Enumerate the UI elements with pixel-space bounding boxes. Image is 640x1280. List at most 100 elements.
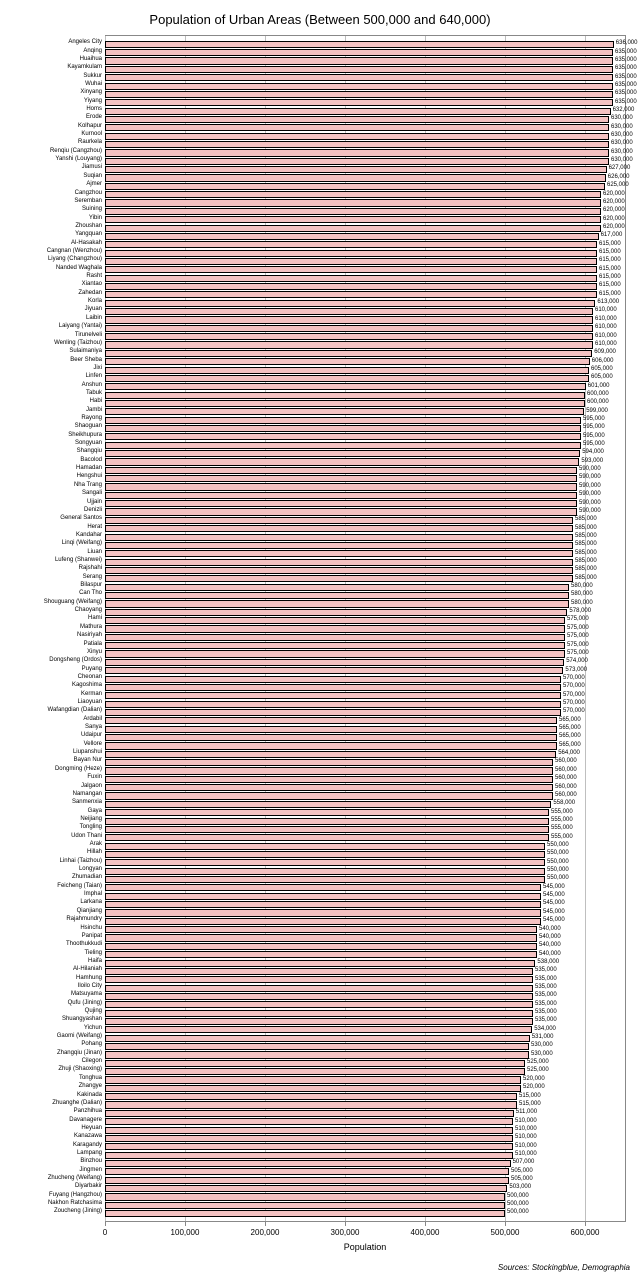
y-axis-label: Tabuk xyxy=(86,390,102,398)
y-axis-label: Suining xyxy=(82,206,102,214)
y-axis-label: Erode xyxy=(86,114,102,122)
y-axis-label: Feicheng (Taian) xyxy=(57,883,102,891)
bar-value-label: 609,000 xyxy=(594,349,616,357)
y-axis-label: Zahedan xyxy=(78,290,102,298)
x-tick-label: 400,000 xyxy=(411,1228,440,1237)
bar xyxy=(105,1160,511,1167)
sources-label: Sources: Stockingblue, Demographia xyxy=(498,1263,630,1272)
y-axis-label: Zhuanghe (Dalian) xyxy=(52,1100,102,1108)
bar-value-label: 594,000 xyxy=(582,449,604,457)
y-axis-label: Kolhapur xyxy=(78,123,102,131)
bar-value-label: 505,000 xyxy=(511,1176,533,1184)
bar xyxy=(105,250,597,257)
y-axis-label: Dongming (Heze) xyxy=(55,766,102,774)
bar-value-label: 615,000 xyxy=(599,257,621,265)
bar xyxy=(105,216,601,223)
bar-value-label: 635,000 xyxy=(615,90,637,98)
y-axis-label: Ardabil xyxy=(83,716,102,724)
y-axis-label: Sanya xyxy=(85,724,102,732)
bar xyxy=(105,1135,513,1142)
y-axis-label: Linqi (Weifang) xyxy=(62,540,102,548)
bar xyxy=(105,859,545,866)
y-axis-label: Larkana xyxy=(80,899,102,907)
y-axis-label: Zhumadian xyxy=(72,874,102,882)
y-axis-label: Lampang xyxy=(77,1150,102,1158)
y-axis-label: Iloilo City xyxy=(78,983,102,991)
y-axis-label: Anshun xyxy=(82,382,102,390)
bar xyxy=(105,592,569,599)
bar xyxy=(105,1043,529,1050)
bar-value-label: 550,000 xyxy=(547,859,569,867)
y-axis-label: Zhangye xyxy=(79,1083,102,1091)
bar-value-label: 620,000 xyxy=(603,224,625,232)
y-axis-label: Rayong xyxy=(81,415,102,423)
y-axis-label: Shuangyashan xyxy=(62,1016,102,1024)
y-axis-label: Kanazawa xyxy=(74,1133,102,1141)
y-axis-label: Qujing xyxy=(85,1008,102,1016)
bar-value-label: 630,000 xyxy=(611,140,633,148)
bar-value-label: 590,000 xyxy=(579,474,601,482)
bar xyxy=(105,968,533,975)
bar-value-label: 570,000 xyxy=(563,700,585,708)
y-axis-label: Lufeng (Shanwei) xyxy=(55,557,102,565)
bar xyxy=(105,483,577,490)
bar-value-label: 500,000 xyxy=(507,1201,529,1209)
bar xyxy=(105,325,593,332)
bar-value-label: 540,000 xyxy=(539,934,561,942)
bar-value-label: 625,000 xyxy=(607,182,629,190)
y-axis-label: Bacolod xyxy=(80,457,102,465)
y-axis-label: Hengshui xyxy=(77,473,102,481)
y-axis-label: Jixi xyxy=(93,365,102,373)
x-tick-label: 100,000 xyxy=(171,1228,200,1237)
bar-value-label: 545,000 xyxy=(543,892,565,900)
bar xyxy=(105,316,593,323)
bar-value-label: 610,000 xyxy=(595,316,617,324)
bar xyxy=(105,417,581,424)
bar xyxy=(105,1177,509,1184)
bar xyxy=(105,676,561,683)
bar xyxy=(105,943,537,950)
y-axis-label: Xinyang xyxy=(80,89,102,97)
y-axis-label: Panipat xyxy=(82,933,102,941)
bar xyxy=(105,367,589,374)
y-axis-label: Kagoshima xyxy=(72,682,102,690)
x-axis-title: Population xyxy=(105,1242,625,1252)
x-tick xyxy=(105,1222,106,1226)
y-axis-label: Cangzhou xyxy=(75,190,102,198)
y-axis-label: Hillah xyxy=(87,849,102,857)
bar xyxy=(105,333,593,340)
bar-value-label: 540,000 xyxy=(539,951,561,959)
bar xyxy=(105,275,597,282)
bar-value-label: 585,000 xyxy=(575,541,597,549)
bar xyxy=(105,392,585,399)
bar xyxy=(105,375,589,382)
bar-value-label: 585,000 xyxy=(575,566,597,574)
bar-value-label: 575,000 xyxy=(567,625,589,633)
bar-value-label: 535,000 xyxy=(535,976,557,984)
bar xyxy=(105,625,565,632)
y-axis-label: Kandahar xyxy=(76,532,102,540)
y-axis-label: Jingmen xyxy=(79,1167,102,1175)
bar xyxy=(105,57,613,64)
y-axis-label: Sheikhupura xyxy=(68,432,102,440)
y-axis-label: Rasht xyxy=(86,273,102,281)
y-axis-label: Renqiu (Cangzhou) xyxy=(50,148,102,156)
bar xyxy=(105,1143,513,1150)
bar xyxy=(105,751,556,758)
y-axis-label: Hamadan xyxy=(76,465,102,473)
y-axis-label: Qufu (Jining) xyxy=(68,1000,102,1008)
bar-value-label: 617,000 xyxy=(601,232,623,240)
y-axis-label: Hami xyxy=(88,615,102,623)
bar-value-label: 558,000 xyxy=(553,800,575,808)
y-axis-label: Shangqiu xyxy=(77,448,102,456)
bar xyxy=(105,834,549,841)
y-axis-label: Yibin xyxy=(89,215,102,223)
bar xyxy=(105,124,609,131)
y-axis-label: Ajmer xyxy=(86,181,102,189)
bar-value-label: 595,000 xyxy=(583,441,605,449)
bar-value-label: 630,000 xyxy=(611,132,633,140)
y-axis-label: Puyang xyxy=(82,666,102,674)
bar xyxy=(105,233,599,240)
y-axis-label: Herat xyxy=(87,524,102,532)
y-axis-label: Cilegon xyxy=(82,1058,102,1066)
